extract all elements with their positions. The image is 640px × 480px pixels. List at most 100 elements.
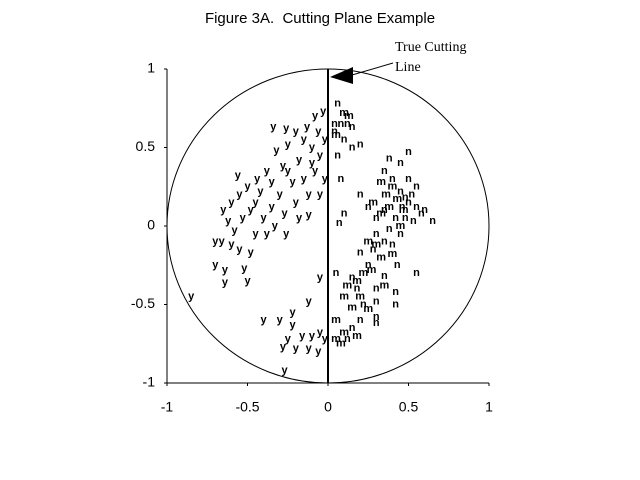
point-marker: n [381,165,388,177]
x-tick-label: -0.5 [235,399,259,415]
point-marker: y [317,272,324,284]
x-tick-label: -1 [161,399,174,415]
y-tick-label: -0.5 [131,295,155,311]
point-marker: y [228,196,235,208]
point-marker: y [317,327,324,339]
point-marker: y [219,236,226,248]
point-marker: n [334,97,341,109]
y-tick-label: -1 [143,374,156,390]
point-marker: y [317,189,324,201]
point-marker: y [309,157,316,169]
point-marker: m [388,248,398,260]
point-marker: n [344,118,351,130]
point-marker: n [394,259,401,271]
point-marker: y [277,189,284,201]
point-marker: y [320,105,327,117]
point-marker: n [354,283,361,295]
point-marker: y [299,330,306,342]
point-marker: y [272,220,279,232]
point-marker: n [373,228,380,240]
point-marker: m [363,236,373,248]
point-marker: y [235,170,242,182]
point-marker: n [349,121,356,133]
point-marker: n [392,212,399,224]
point-marker: n [381,236,388,248]
point-marker: y [281,364,288,376]
point-marker: n [349,141,356,153]
point-marker: y [280,341,287,353]
point-marker: n [365,259,372,271]
y-tick-label: 0.5 [136,138,156,154]
point-marker: y [228,239,235,251]
point-marker: y [248,204,255,216]
point-marker: y [322,134,329,146]
point-marker: m [359,267,369,279]
point-marker: y [296,212,303,224]
point-marker: y [281,207,288,219]
point-marker: m [392,193,402,205]
point-marker: y [241,262,248,274]
point-marker: y [293,126,300,138]
point-marker: y [222,276,229,288]
point-marker: y [280,160,287,172]
point-marker: n [357,138,364,150]
point-marker: n [418,207,425,219]
point-marker: m [331,333,341,345]
x-tick-label: 0.5 [399,399,419,415]
point-marker: n [405,173,412,185]
point-marker: y [322,333,329,345]
point-marker: m [342,280,352,292]
point-marker: n [413,181,420,193]
point-marker: n [405,196,412,208]
point-marker: m [368,196,378,208]
point-marker: y [212,259,219,271]
point-marker: n [334,149,341,161]
point-marker: y [257,185,264,197]
point-marker: m [363,303,373,315]
point-marker: y [290,176,297,188]
annotation: True Cutting [395,40,466,55]
point-marker: y [322,173,329,185]
point-marker: y [306,342,313,354]
point-marker: m [376,251,386,263]
point-marker: m [376,207,386,219]
chart-title: Figure 3A. Cutting Plane Example [205,10,435,27]
point-marker: y [188,291,195,303]
point-marker: y [306,189,313,201]
point-marker: n [408,189,415,201]
point-marker: n [381,204,388,216]
point-marker: m [331,129,341,141]
point-marker: y [269,176,276,188]
point-marker: n [413,201,420,213]
point-marker: n [331,118,338,130]
point-marker: y [270,121,277,133]
point-marker: m [371,239,381,251]
point-marker: y [244,275,251,287]
point-marker: y [301,173,308,185]
point-marker: n [397,228,404,240]
point-marker: m [339,291,349,303]
point-marker: n [413,267,420,279]
point-marker: y [236,189,243,201]
point-marker: y [240,212,247,224]
point-marker: y [248,247,255,259]
point-marker: y [315,346,322,358]
point-marker: m [381,189,391,201]
point-marker: n [373,283,380,295]
point-marker: y [309,330,316,342]
point-marker: y [277,314,284,326]
point-marker: m [355,291,365,303]
point-marker: y [244,181,251,193]
point-marker: y [212,236,219,248]
point-marker: y [254,173,261,185]
point-marker: n [349,272,356,284]
point-marker: n [344,333,351,345]
point-marker: n [397,185,404,197]
point-marker: y [264,228,271,240]
point-marker: n [357,314,364,326]
point-marker: n [402,212,409,224]
point-marker: n [421,204,428,216]
point-marker: y [220,204,227,216]
point-marker: n [392,298,399,310]
